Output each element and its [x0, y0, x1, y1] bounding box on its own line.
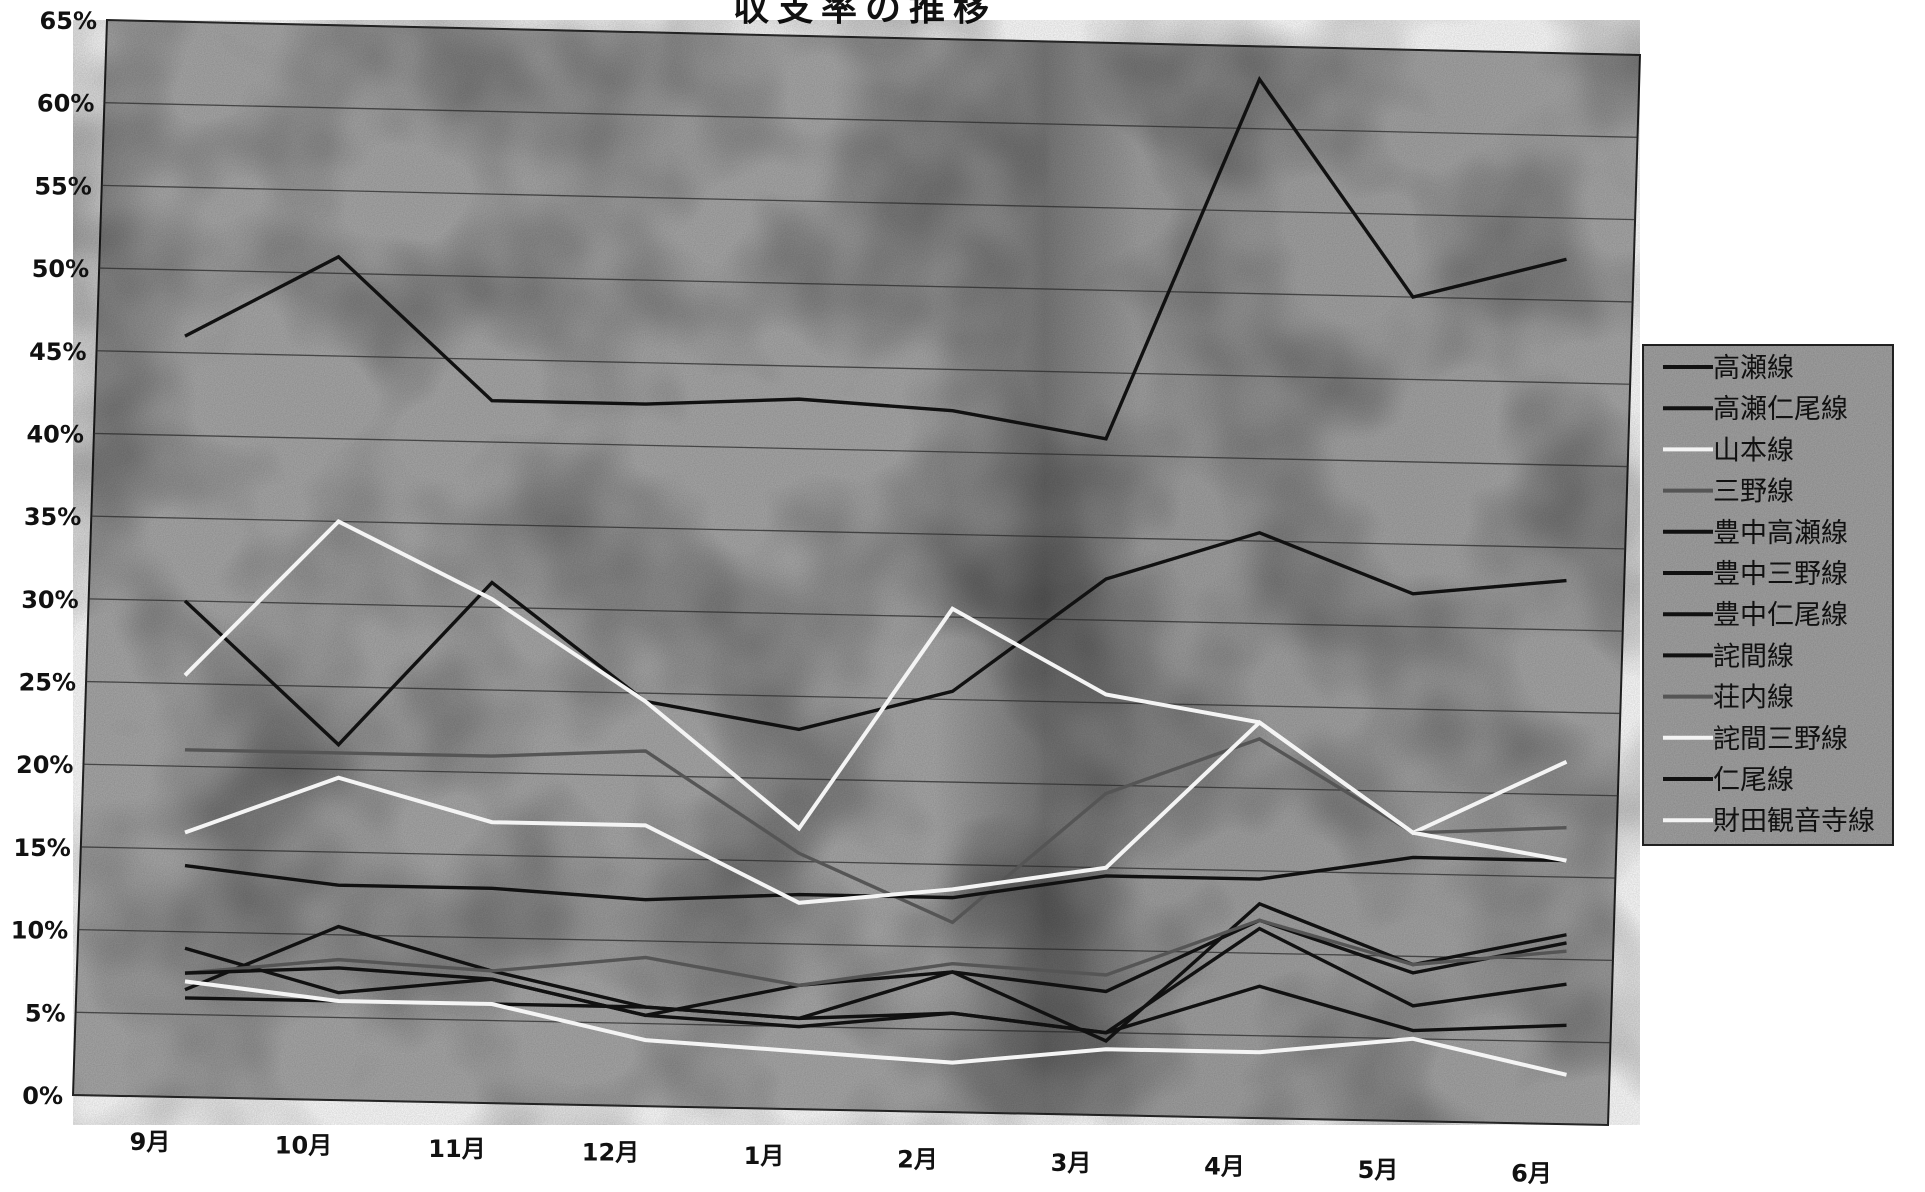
y-tick-label: 55%	[34, 172, 91, 200]
legend-label: 詫間三野線	[1713, 724, 1848, 755]
legend-label: 三野線	[1713, 477, 1794, 508]
gridline	[75, 1011, 1611, 1044]
legend-label: 豊中三野線	[1713, 559, 1848, 590]
x-tick-label: 11月	[428, 1135, 485, 1163]
legend-label: 豊中高瀬線	[1713, 518, 1848, 549]
series-lines	[183, 75, 1568, 1077]
x-tick-label: 2月	[897, 1146, 938, 1174]
series-line	[184, 979, 1567, 1077]
y-tick-label: 0%	[22, 1082, 63, 1110]
y-tick-label: 50%	[32, 255, 89, 283]
legend-label: 山本線	[1713, 435, 1794, 466]
gridline	[86, 680, 1621, 715]
x-tick-label: 10月	[275, 1132, 332, 1160]
gridline	[96, 350, 1631, 385]
x-tick-label: 9月	[130, 1128, 171, 1156]
series-line	[184, 75, 1567, 441]
gridline	[91, 515, 1626, 550]
legend-label: 豊中仁尾線	[1713, 600, 1848, 631]
legend-label: 高瀬線	[1713, 353, 1794, 384]
plot-grain	[73, 20, 1640, 1125]
legend-label: 荘内線	[1713, 683, 1794, 714]
gridline	[83, 763, 1618, 797]
y-tick-label: 35%	[24, 503, 81, 531]
x-tick-label: 6月	[1511, 1160, 1552, 1188]
gridline	[106, 19, 1641, 56]
chart-title: 収支率の推移	[733, 0, 997, 29]
x-tick-label: 3月	[1051, 1149, 1092, 1177]
gridline	[88, 598, 1623, 632]
legend-label: 仁尾線	[1713, 765, 1794, 796]
series-line	[184, 901, 1567, 1043]
y-tick-label: 65%	[40, 7, 97, 35]
gridline	[104, 102, 1638, 138]
series-line	[184, 918, 1567, 988]
gridline	[72, 1094, 1609, 1126]
x-tick-label: 4月	[1204, 1153, 1245, 1181]
series-line	[184, 737, 1567, 925]
series-line	[183, 531, 1567, 748]
plot-background	[71, 18, 1642, 1127]
legend: 高瀬線高瀬仁尾線山本線三野線豊中高瀬線豊中三野線豊中仁尾線詫間線荘内線詫間三野線…	[1642, 344, 1894, 846]
y-tick-label: 25%	[19, 669, 76, 697]
x-axis-ticks: 9月 10月 11月 12月 1月 2月 3月 4月 5月 6月	[130, 1128, 1552, 1188]
series-line	[184, 966, 1567, 1035]
gridlines	[72, 19, 1641, 1126]
y-tick-label: 30%	[21, 586, 78, 614]
x-tick-label: 1月	[744, 1142, 785, 1170]
gridline	[80, 846, 1616, 879]
legend-label: 財田観音寺線	[1713, 806, 1875, 837]
x-tick-label: 12月	[582, 1139, 639, 1167]
y-tick-label: 5%	[25, 999, 66, 1027]
gridline	[93, 432, 1628, 468]
series-line	[184, 918, 1567, 1018]
y-tick-label: 60%	[37, 90, 94, 118]
y-tick-label: 45%	[29, 338, 86, 366]
legend-grain	[1643, 345, 1893, 845]
y-axis-ticks: 0% 5% 10% 15% 20% 25% 30% 35% 40% 45% 50% 55% 60% 65%	[11, 7, 97, 1110]
y-tick-label: 40%	[26, 420, 83, 448]
y-tick-label: 15%	[13, 834, 70, 862]
gridline	[101, 184, 1636, 221]
x-tick-label: 5月	[1358, 1156, 1399, 1184]
series-line	[184, 719, 1567, 905]
y-tick-label: 10%	[11, 917, 68, 945]
legend-label: 高瀬仁尾線	[1713, 394, 1848, 425]
y-tick-label: 20%	[16, 751, 73, 779]
legend-label: 詫間線	[1713, 641, 1794, 672]
